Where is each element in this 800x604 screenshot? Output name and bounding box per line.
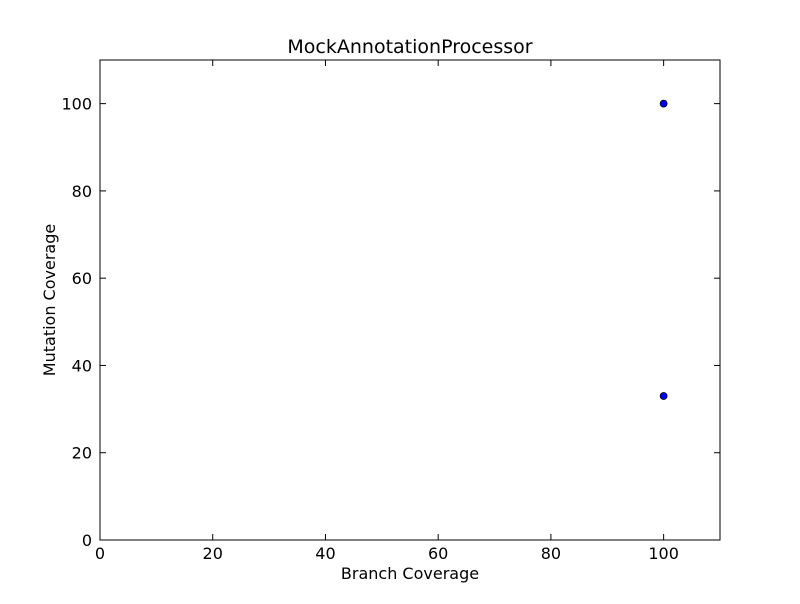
plot-frame — [99, 59, 721, 541]
x-tick-label: 100 — [648, 544, 679, 563]
x-tick-label: 0 — [95, 544, 105, 563]
scatter-point — [659, 99, 668, 108]
x-tick-label: 40 — [315, 544, 335, 563]
chart-title: MockAnnotationProcessor — [287, 36, 532, 58]
y-tick-label: 20 — [72, 444, 92, 463]
y-axis-label: Mutation Coverage — [40, 224, 59, 376]
x-axis-label: Branch Coverage — [341, 564, 479, 583]
scatter-point — [659, 392, 668, 400]
y-tick-label: 60 — [72, 269, 92, 288]
x-tick-label: 20 — [203, 544, 223, 563]
x-tick-label: 60 — [428, 544, 448, 563]
y-tick-label: 80 — [72, 182, 92, 201]
y-tick-label: 40 — [72, 356, 92, 375]
y-tick-label: 100 — [61, 95, 92, 114]
plot-area: 0 20 40 60 80 100 0 20 40 60 80 100 — [61, 59, 721, 563]
x-tick-label: 80 — [541, 544, 561, 563]
y-tick-label: 0 — [82, 531, 92, 550]
